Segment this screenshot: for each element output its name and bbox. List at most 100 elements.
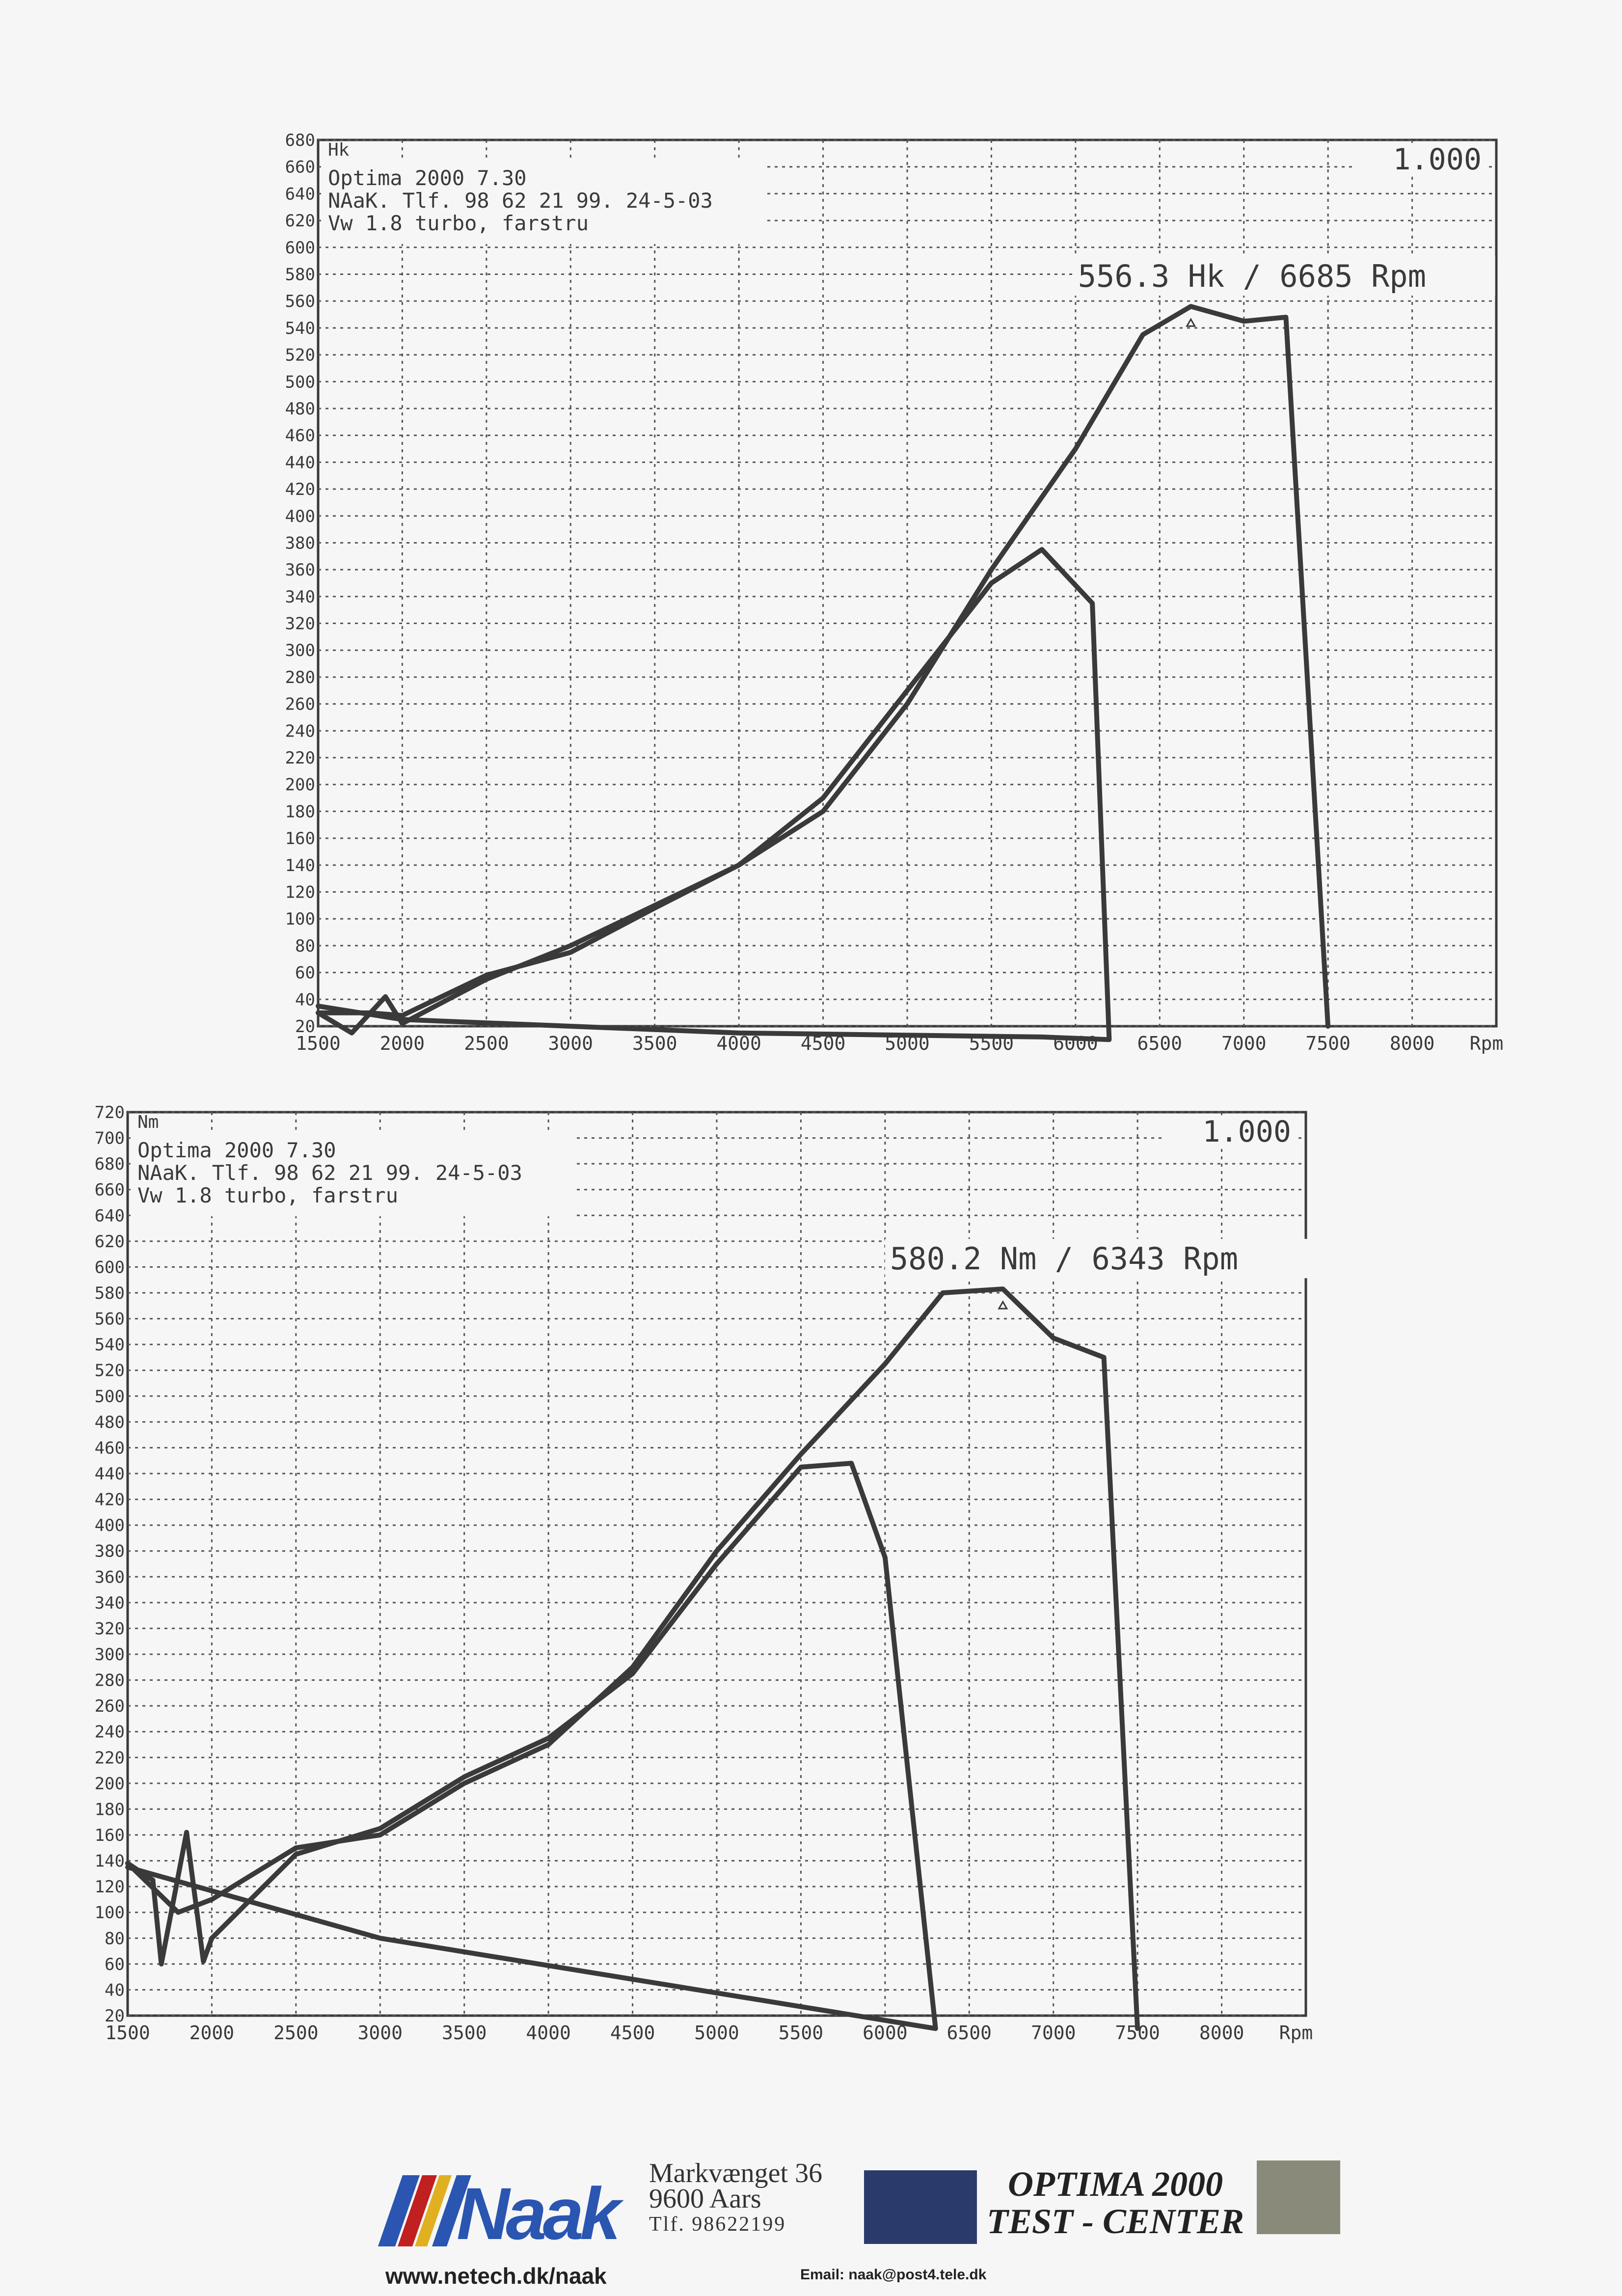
y-tick-label: 320 (285, 614, 315, 634)
y-tick-label: 460 (285, 426, 315, 446)
y-tick-label: 200 (95, 1774, 125, 1794)
peak-label: 556.3 Hk / 6685 Rpm (1078, 258, 1426, 294)
y-tick-label: 320 (95, 1619, 125, 1639)
y-tick-label: 360 (95, 1567, 125, 1587)
x-tick-label: 3500 (442, 2022, 487, 2044)
scale-backdrop (1163, 1117, 1296, 1147)
logo-text: Naak (457, 2172, 624, 2249)
y-tick-label: 40 (295, 990, 315, 1010)
car-photo-right (1257, 2160, 1340, 2234)
brand-line2: TEST - CENTER (987, 2202, 1244, 2241)
y-tick-label: 160 (95, 1826, 125, 1845)
x-tick-label: 2000 (189, 2022, 235, 2044)
x-tick-label: 5500 (779, 2022, 824, 2044)
y-tick-label: 180 (285, 802, 315, 821)
y-tick-label: 440 (285, 453, 315, 472)
y-tick-label: 680 (95, 1154, 125, 1174)
y-tick-label: 160 (285, 829, 315, 848)
website-link[interactable]: www.netech.dk/naak (385, 2263, 607, 2289)
y-tick-label: 540 (285, 319, 315, 338)
header-backdrop (132, 1133, 573, 1216)
x-tick-label: 3500 (632, 1033, 677, 1054)
x-tick-label: 8000 (1199, 2022, 1244, 2044)
address-city: 9600 Aars (649, 2184, 761, 2214)
y-tick-label: 20 (105, 2006, 125, 2026)
y-tick-label: 100 (95, 1903, 125, 1923)
y-tick-label: 240 (95, 1722, 125, 1742)
y-tick-label: 660 (285, 158, 315, 177)
y-tick-label: 240 (285, 721, 315, 741)
x-tick-label: 3000 (548, 1033, 594, 1054)
peak-marker (1186, 318, 1196, 327)
x-tick-label: 7000 (1221, 1033, 1267, 1054)
y-tick-label: 440 (95, 1464, 125, 1484)
car-photo-left (864, 2170, 977, 2244)
y-tick-label: 580 (95, 1284, 125, 1303)
scale-label: 1.000 (1393, 142, 1482, 177)
x-tick-label: 2500 (273, 2022, 319, 2044)
x-tick-label: 8000 (1390, 1033, 1435, 1054)
y-tick-label: 380 (285, 533, 315, 553)
y-tick-label: 100 (285, 909, 315, 929)
naak-logo: Naak (378, 2172, 628, 2249)
x-tick-label: 6500 (947, 2022, 992, 2044)
series-line-1 (125, 1461, 938, 2031)
header-line: Optima 2000 7.30 (137, 1138, 336, 1162)
y-tick-label: 220 (95, 1748, 125, 1768)
peak-backdrop (885, 1239, 1307, 1279)
y-tick-label: 380 (95, 1542, 125, 1561)
y-unit-label: Nm (137, 1112, 159, 1132)
header-backdrop (322, 161, 764, 244)
brand-line1: OPTIMA 2000 (1008, 2164, 1223, 2204)
y-tick-label: 60 (105, 1955, 125, 1974)
footer: Naak Markvænget 36 9600 Aars Tlf. 986221… (0, 2151, 1622, 2296)
y-tick-label: 40 (105, 1980, 125, 2000)
series-line-1 (316, 547, 1112, 1042)
y-tick-label: 500 (285, 372, 315, 392)
y-tick-label: 700 (95, 1129, 125, 1148)
y-tick-label: 600 (285, 238, 315, 258)
y-tick-label: 680 (285, 131, 315, 150)
y-tick-label: 560 (285, 292, 315, 311)
y-tick-label: 300 (285, 641, 315, 660)
x-unit-label: Rpm (1279, 2022, 1313, 2044)
y-tick-label: 560 (95, 1310, 125, 1329)
header-line: Vw 1.8 turbo, farstru (137, 1183, 398, 1207)
x-tick-label: 6000 (863, 2022, 908, 2044)
y-tick-label: 140 (95, 1852, 125, 1871)
y-tick-label: 340 (285, 587, 315, 607)
y-tick-label: 360 (285, 560, 315, 580)
y-tick-label: 420 (285, 480, 315, 499)
y-tick-label: 400 (95, 1516, 125, 1535)
y-tick-label: 660 (95, 1180, 125, 1200)
email-text: Email: naak@post4.tele.dk (800, 2267, 987, 2283)
y-tick-label: 340 (95, 1593, 125, 1613)
y-tick-label: 620 (95, 1232, 125, 1252)
y-tick-label: 200 (285, 775, 315, 795)
y-tick-label: 500 (95, 1387, 125, 1406)
y-tick-label: 400 (285, 507, 315, 526)
x-tick-label: 2000 (380, 1033, 425, 1054)
header-line: NAaK. Tlf. 98 62 21 99. 24-5-03 (328, 189, 713, 213)
address-phone: Tlf. 98622199 (649, 2213, 786, 2236)
series-line-2 (125, 1286, 1140, 2031)
y-tick-label: 60 (295, 963, 315, 983)
y-tick-label: 420 (95, 1490, 125, 1510)
x-tick-label: 2500 (464, 1033, 509, 1054)
y-tick-label: 80 (105, 1929, 125, 1948)
y-tick-label: 720 (95, 1103, 125, 1122)
peak-backdrop (1073, 256, 1495, 296)
x-tick-label: 7000 (1031, 2022, 1076, 2044)
y-tick-label: 280 (285, 668, 315, 687)
x-unit-label: Rpm (1470, 1033, 1504, 1054)
y-tick-label: 120 (95, 1877, 125, 1897)
header-line: Vw 1.8 turbo, farstru (328, 211, 589, 235)
x-tick-label: 4000 (716, 1033, 761, 1054)
y-tick-label: 120 (285, 883, 315, 902)
y-tick-label: 180 (95, 1800, 125, 1819)
y-unit-label: Hk (328, 140, 350, 160)
y-tick-label: 520 (95, 1361, 125, 1381)
y-tick-label: 640 (285, 184, 315, 204)
series-line-2 (316, 304, 1331, 1029)
